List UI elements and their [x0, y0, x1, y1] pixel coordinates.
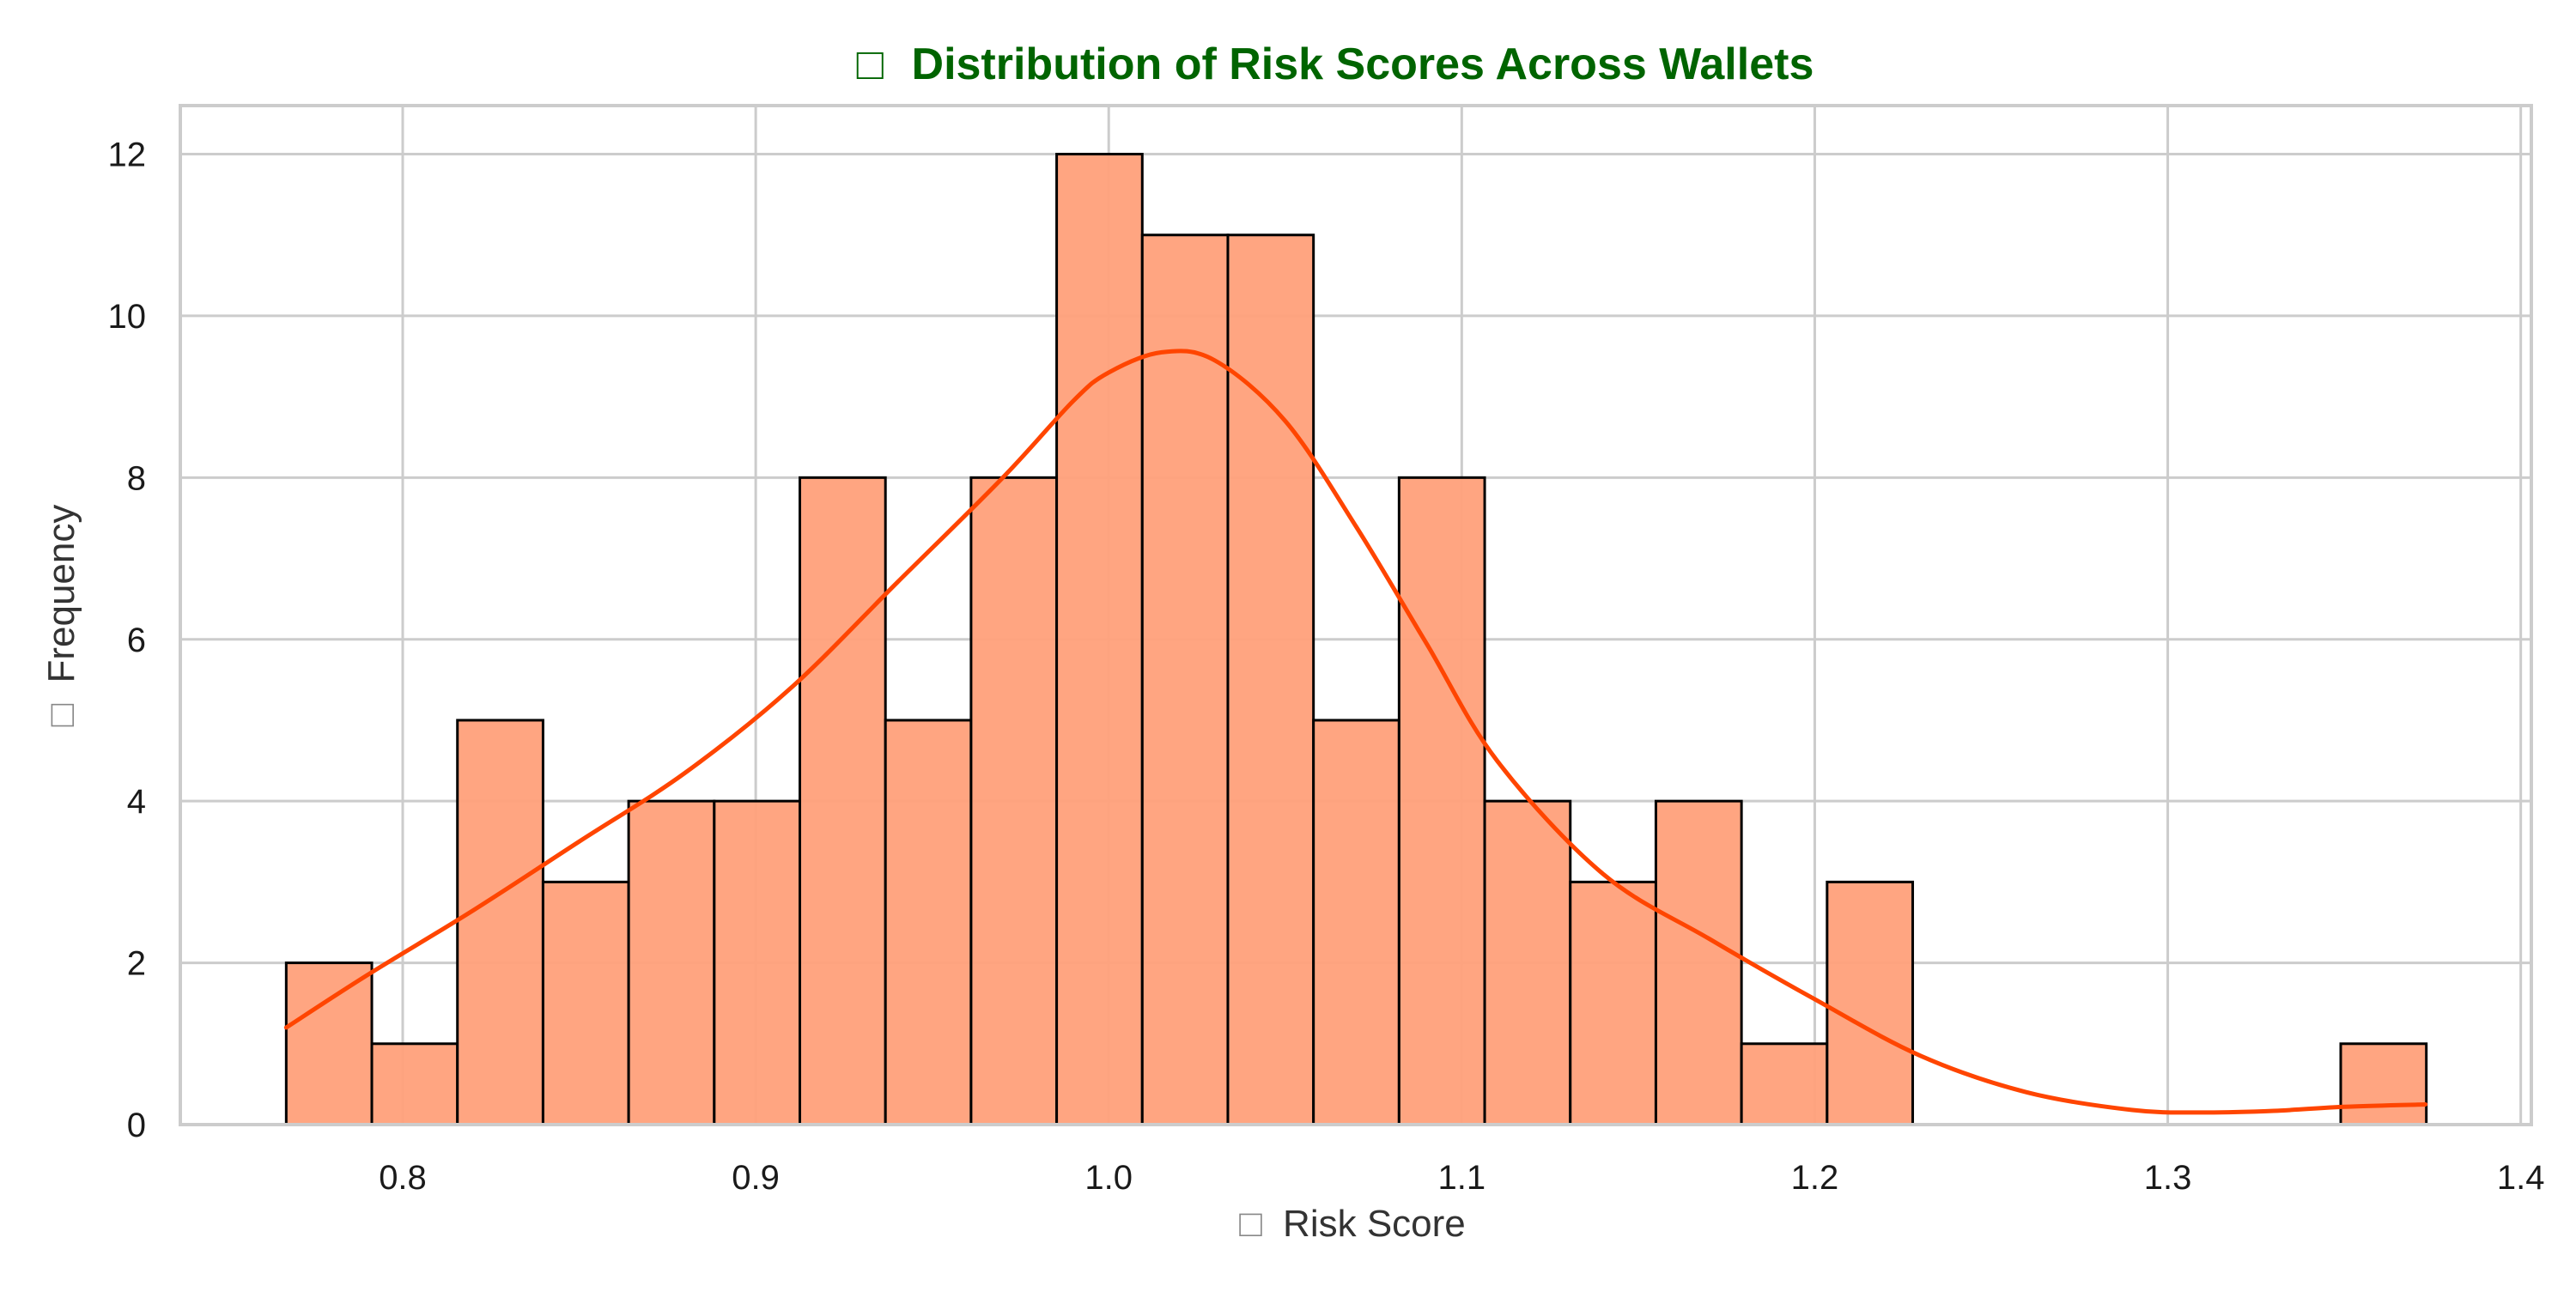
histogram-bar-2 — [456, 719, 544, 1126]
x-axis-icon: □ — [1239, 1203, 1262, 1245]
y-tick-label-0: 0 — [127, 1107, 146, 1144]
histogram-bar-12 — [1312, 719, 1400, 1126]
histogram-bar-17 — [1740, 1042, 1829, 1126]
kde-curve — [283, 349, 2428, 1115]
histogram-bar-9 — [1055, 153, 1144, 1126]
x-tick-label-6: 1.4 — [2497, 1159, 2545, 1197]
histogram-bar-8 — [969, 476, 1059, 1126]
x-axis-label: □ Risk Score — [1239, 1203, 1466, 1245]
x-tick-label-5: 1.3 — [2144, 1159, 2192, 1197]
y-axis-icon: □ — [40, 703, 82, 726]
histogram-bar-3 — [541, 880, 630, 1126]
chart-title: □ Distribution of Risk Scores Across Wal… — [857, 39, 1814, 89]
y-tick-labels: 0 2 4 6 8 10 12 — [108, 136, 147, 1144]
x-tick-label-0: 0.8 — [379, 1159, 427, 1197]
x-axis-text: Risk Score — [1283, 1203, 1466, 1245]
histogram-bar-13 — [1397, 476, 1486, 1126]
y-tick-label-4: 8 — [127, 459, 146, 497]
histogram-bar-24 — [2339, 1042, 2428, 1126]
x-tick-label-2: 1.0 — [1084, 1159, 1133, 1197]
histogram-bar-5 — [713, 799, 801, 1126]
y-tick-label-5: 10 — [108, 298, 147, 336]
histogram-bar-16 — [1654, 799, 1743, 1126]
plot-frame — [179, 104, 2533, 1126]
title-icon: □ — [857, 39, 884, 89]
x-tick-label-1: 0.9 — [732, 1159, 780, 1197]
y-tick-label-2: 4 — [127, 783, 146, 821]
grid-layer — [180, 106, 2531, 1126]
histogram-bar-4 — [627, 799, 716, 1126]
x-tick-labels: 0.8 0.9 1.0 1.1 1.2 1.3 1.4 — [379, 1159, 2544, 1197]
x-tick-label-4: 1.2 — [1791, 1159, 1839, 1197]
histogram-bar-18 — [1826, 880, 1915, 1126]
title-label: Distribution of Risk Scores Across Walle… — [912, 39, 1814, 89]
y-tick-label-6: 12 — [108, 136, 147, 174]
histogram-bar-11 — [1226, 234, 1315, 1126]
histogram-bar-7 — [884, 719, 973, 1126]
bars-layer — [284, 153, 2428, 1126]
y-axis-text: Frequency — [40, 505, 82, 683]
y-tick-label-3: 6 — [127, 622, 146, 659]
histogram-bar-15 — [1569, 880, 1657, 1126]
histogram-bar-1 — [370, 1042, 459, 1126]
histogram-bar-0 — [284, 961, 374, 1126]
histogram-bar-10 — [1140, 234, 1230, 1126]
y-axis-label: □ Frequency — [40, 505, 82, 727]
y-tick-label-1: 2 — [127, 945, 146, 983]
histogram-bar-14 — [1483, 799, 1572, 1126]
histogram-bar-6 — [799, 476, 887, 1126]
kde-layer — [283, 349, 2428, 1115]
x-tick-label-3: 1.1 — [1438, 1159, 1486, 1197]
